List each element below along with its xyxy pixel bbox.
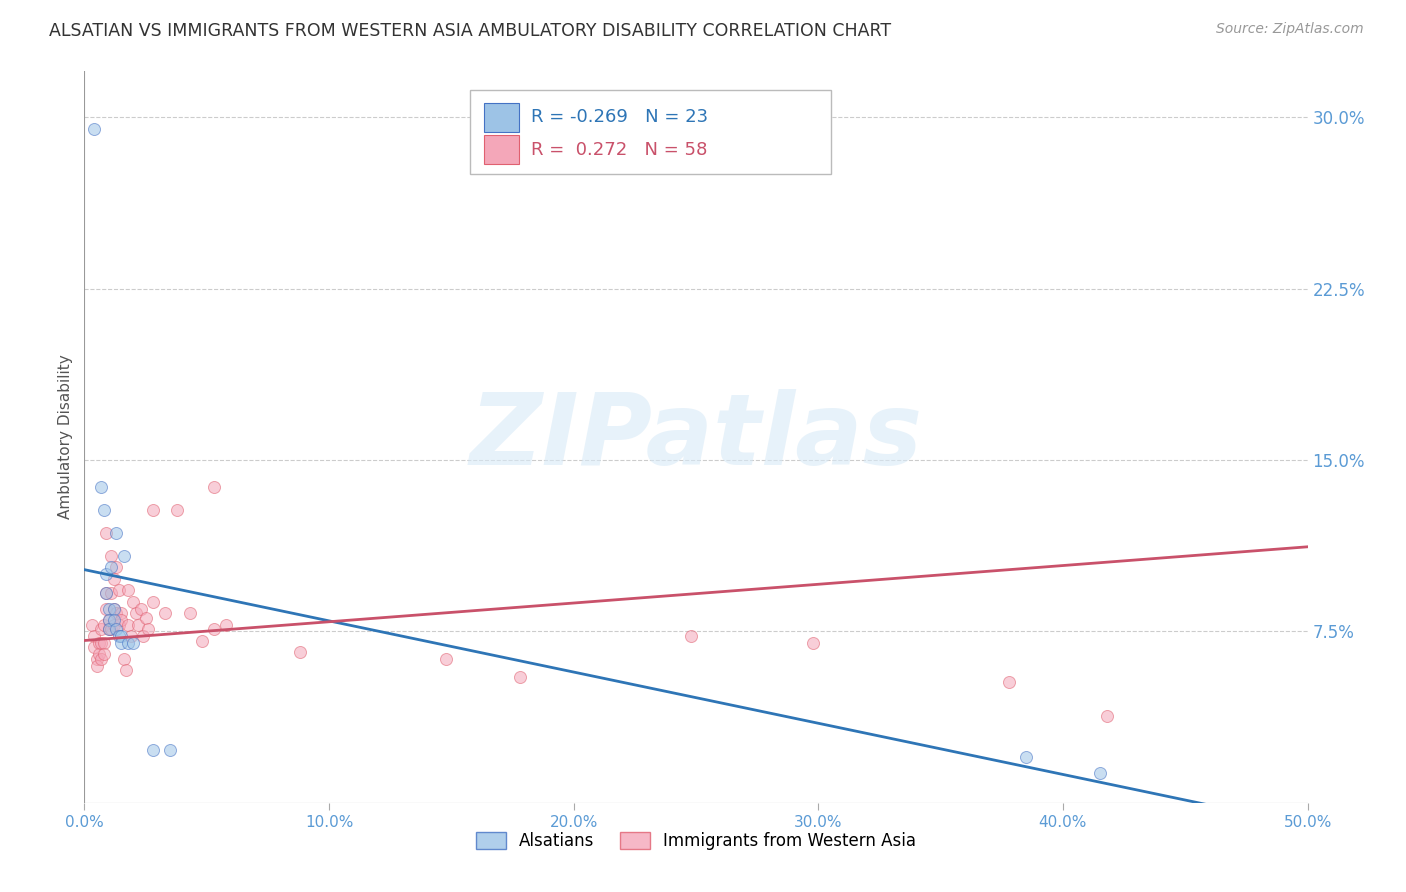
Point — [112, 652, 135, 666]
Point — [142, 503, 165, 517]
Text: R =  0.272   N = 58: R = 0.272 N = 58 — [531, 141, 707, 159]
Legend: Alsatians, Immigrants from Western Asia: Alsatians, Immigrants from Western Asia — [470, 825, 922, 856]
Point — [436, 652, 458, 666]
Point — [803, 636, 825, 650]
Point — [122, 636, 145, 650]
Point — [97, 622, 120, 636]
Point — [97, 613, 120, 627]
Point — [100, 549, 122, 563]
Bar — [484, 135, 519, 164]
Point — [509, 670, 531, 684]
Text: R = -0.269   N = 23: R = -0.269 N = 23 — [531, 109, 709, 127]
Point — [96, 601, 118, 615]
Point — [110, 613, 132, 627]
Point — [90, 652, 112, 666]
Point — [97, 601, 120, 615]
Text: ALSATIAN VS IMMIGRANTS FROM WESTERN ASIA AMBULATORY DISABILITY CORRELATION CHART: ALSATIAN VS IMMIGRANTS FROM WESTERN ASIA… — [49, 22, 891, 40]
Point — [1088, 766, 1111, 780]
Point — [97, 622, 120, 636]
Point — [179, 606, 201, 620]
Point — [90, 622, 112, 636]
Point — [191, 633, 214, 648]
Point — [105, 606, 128, 620]
Point — [110, 636, 132, 650]
Point — [83, 640, 105, 655]
Point — [1095, 709, 1118, 723]
Point — [107, 617, 129, 632]
Point — [96, 526, 118, 541]
Y-axis label: Ambulatory Disability: Ambulatory Disability — [58, 355, 73, 519]
Point — [1015, 750, 1038, 764]
Point — [107, 583, 129, 598]
Point — [103, 617, 125, 632]
Point — [117, 636, 139, 650]
Point — [120, 629, 142, 643]
Point — [107, 629, 129, 643]
Point — [100, 560, 122, 574]
Point — [125, 606, 148, 620]
Point — [105, 526, 128, 541]
Point — [96, 585, 118, 599]
Point — [166, 503, 188, 517]
Point — [110, 606, 132, 620]
Point — [110, 629, 132, 643]
Point — [159, 743, 181, 757]
Bar — [484, 103, 519, 132]
Point — [122, 595, 145, 609]
Point — [93, 503, 115, 517]
Point — [202, 480, 225, 494]
Point — [998, 674, 1021, 689]
Point — [86, 652, 108, 666]
Point — [681, 629, 703, 643]
Point — [132, 629, 155, 643]
Point — [103, 601, 125, 615]
Point — [105, 622, 128, 636]
Point — [97, 613, 120, 627]
Point — [288, 645, 311, 659]
Point — [87, 647, 110, 661]
Point — [153, 606, 176, 620]
Point — [136, 622, 159, 636]
Point — [93, 636, 115, 650]
Point — [86, 658, 108, 673]
Point — [87, 636, 110, 650]
Point — [100, 622, 122, 636]
Point — [135, 610, 157, 624]
Text: Source: ZipAtlas.com: Source: ZipAtlas.com — [1216, 22, 1364, 37]
Point — [105, 560, 128, 574]
Point — [117, 583, 139, 598]
FancyBboxPatch shape — [470, 90, 831, 174]
Point — [100, 585, 122, 599]
Point — [127, 617, 149, 632]
Point — [142, 595, 165, 609]
Point — [103, 572, 125, 586]
Point — [115, 663, 138, 677]
Point — [117, 617, 139, 632]
Point — [96, 567, 118, 582]
Point — [103, 601, 125, 615]
Point — [90, 636, 112, 650]
Point — [90, 480, 112, 494]
Point — [129, 601, 152, 615]
Point — [80, 617, 103, 632]
Text: ZIPatlas: ZIPatlas — [470, 389, 922, 485]
Point — [112, 549, 135, 563]
Point — [202, 622, 225, 636]
Point — [96, 585, 118, 599]
Point — [142, 743, 165, 757]
Point — [103, 613, 125, 627]
Point — [93, 647, 115, 661]
Point — [93, 617, 115, 632]
Point — [215, 617, 238, 632]
Point — [83, 629, 105, 643]
Point — [83, 121, 105, 136]
